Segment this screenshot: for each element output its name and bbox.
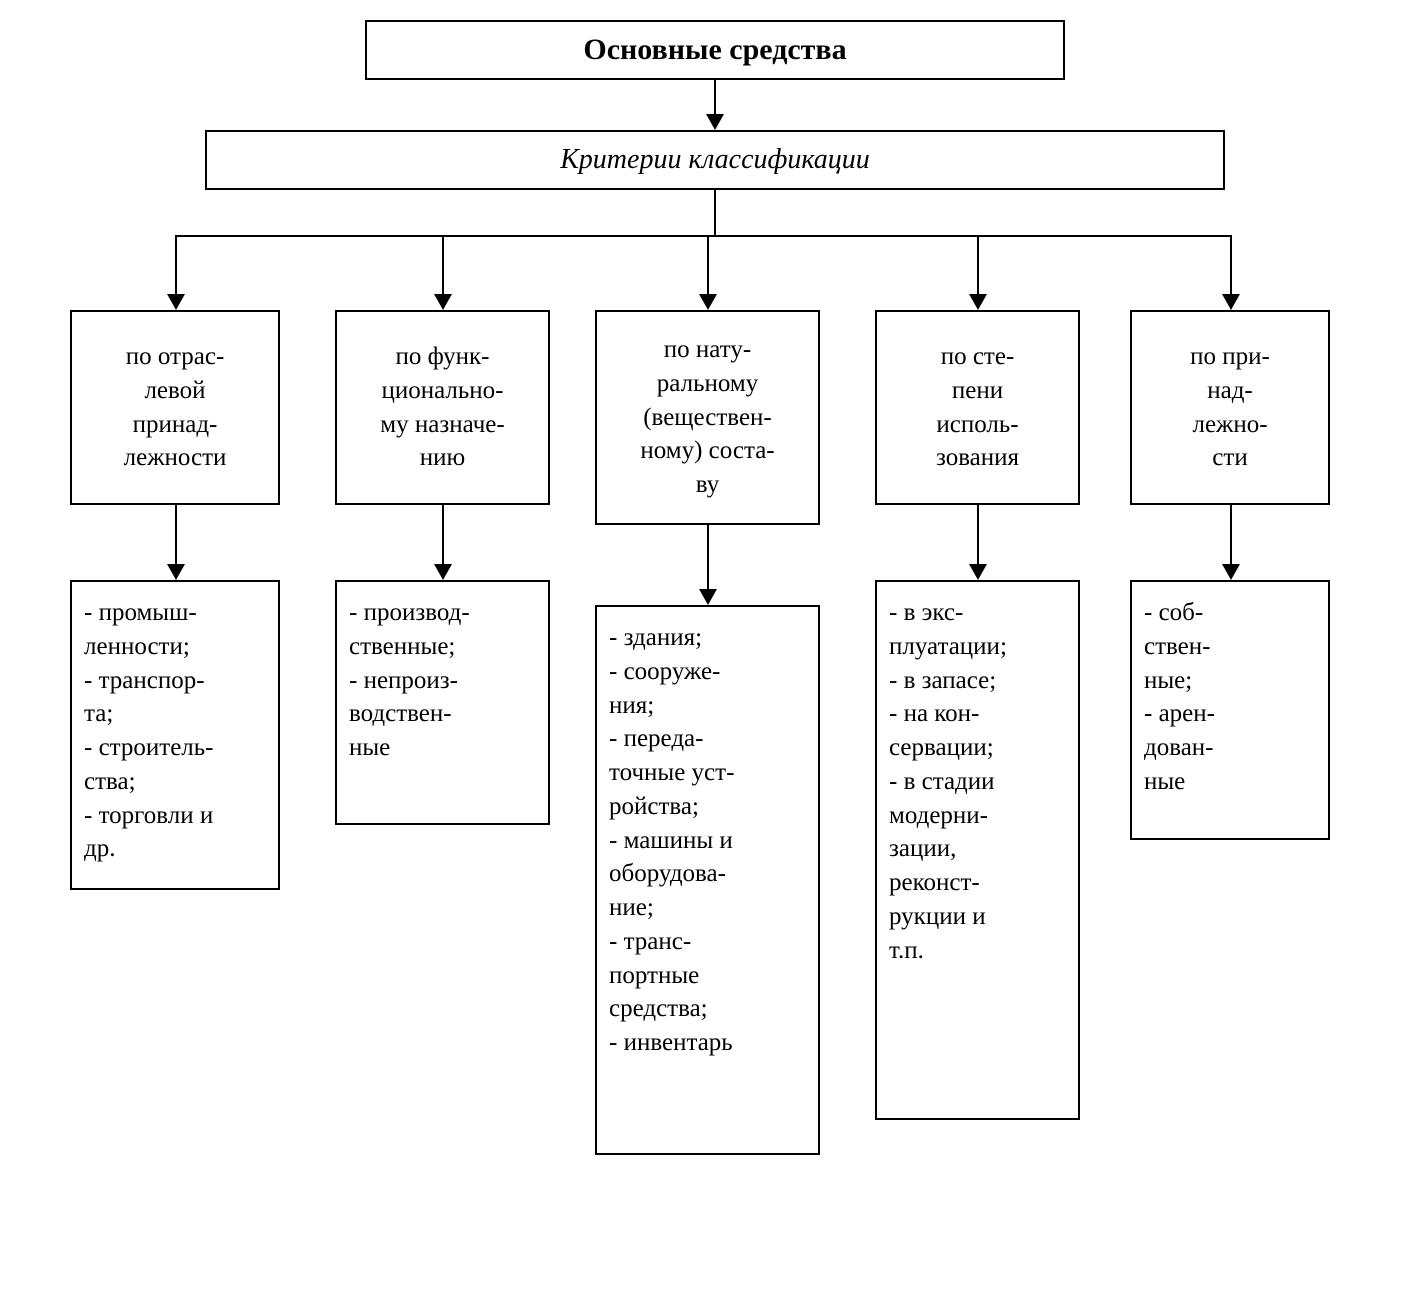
arrow-line [175, 505, 177, 564]
arrow-line [977, 235, 979, 294]
title-text: Основные средства [583, 33, 846, 67]
arrowhead-icon [434, 294, 452, 310]
arrowhead-icon [167, 564, 185, 580]
arrowhead-icon [969, 294, 987, 310]
detail-text-2: - производ-ственные;- непроиз-водствен-н… [349, 599, 470, 761]
detail-box-5: - соб-ствен-ные;- арен-дован-ные [1130, 580, 1330, 840]
criterion-label-1: по отрас-левойпринад-лежности [124, 340, 227, 475]
arrowhead-icon [699, 294, 717, 310]
arrow-line [977, 505, 979, 564]
arrow-line [1230, 235, 1232, 294]
arrowhead-icon [699, 589, 717, 605]
arrow-line [707, 525, 709, 589]
detail-text-3: - здания;- сооруже-ния;- переда-точные у… [609, 624, 734, 1056]
detail-box-4: - в экс-плуатации;- в запасе;- на кон-се… [875, 580, 1080, 1120]
arrow-line [714, 190, 716, 235]
detail-text-1: - промыш-ленности;- транспор-та;- строит… [84, 599, 214, 862]
arrowhead-icon [167, 294, 185, 310]
criterion-label-2: по функ-ционально-му назначе-нию [380, 340, 504, 475]
arrowhead-icon [1222, 564, 1240, 580]
detail-box-3: - здания;- сооруже-ния;- переда-точные у… [595, 605, 820, 1155]
arrowhead-icon [706, 114, 724, 130]
arrow-line [175, 235, 177, 294]
subtitle-text: Критерии классификации [560, 144, 870, 176]
criterion-box-5: по при-над-лежно-сти [1130, 310, 1330, 505]
criterion-box-1: по отрас-левойпринад-лежности [70, 310, 280, 505]
subtitle-box: Критерии классификации [205, 130, 1225, 190]
criterion-label-4: по сте-пениисполь-зования [936, 340, 1019, 475]
connector-line [175, 235, 1230, 237]
detail-text-5: - соб-ствен-ные;- арен-дован-ные [1144, 599, 1215, 795]
arrowhead-icon [434, 564, 452, 580]
arrow-line [1230, 505, 1232, 564]
criterion-label-5: по при-над-лежно-сти [1190, 340, 1270, 475]
arrow-line [707, 235, 709, 294]
title-box: Основные средства [365, 20, 1065, 80]
arrowhead-icon [969, 564, 987, 580]
detail-box-2: - производ-ственные;- непроиз-водствен-н… [335, 580, 550, 825]
detail-text-4: - в экс-плуатации;- в запасе;- на кон-се… [889, 599, 1007, 964]
arrow-line [442, 235, 444, 294]
arrow-line [714, 80, 716, 114]
arrow-line [442, 505, 444, 564]
classification-diagram: Основные средства Критерии классификации… [20, 20, 1389, 1292]
criterion-box-4: по сте-пениисполь-зования [875, 310, 1080, 505]
criterion-label-3: по нату-ральному(веществен-ному) соста-в… [640, 333, 774, 502]
detail-box-1: - промыш-ленности;- транспор-та;- строит… [70, 580, 280, 890]
criterion-box-3: по нату-ральному(веществен-ному) соста-в… [595, 310, 820, 525]
criterion-box-2: по функ-ционально-му назначе-нию [335, 310, 550, 505]
arrowhead-icon [1222, 294, 1240, 310]
